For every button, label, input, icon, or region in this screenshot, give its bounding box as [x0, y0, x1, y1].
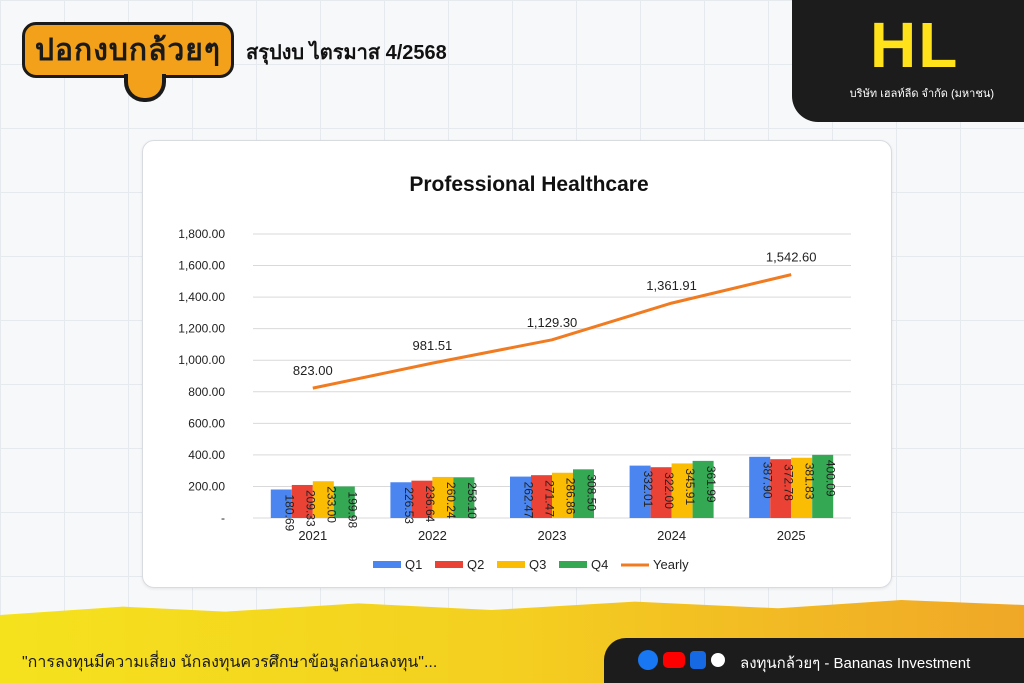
bar-value-label: 332.01	[641, 471, 655, 508]
company-name: บริษัท เฮลท์ลีด จำกัด (มหาชน)	[849, 88, 994, 100]
social-icons	[638, 650, 725, 670]
bar-q3-2023	[552, 472, 573, 518]
legend-swatch-q1	[373, 561, 401, 568]
bar-q4-2021	[333, 486, 355, 518]
yearly-value-label: 1,129.30	[527, 315, 578, 330]
bar-value-label: 271.47	[543, 480, 557, 517]
y-tick-label: 600.00	[188, 416, 225, 430]
legend-swatch-q2	[435, 561, 463, 568]
bar-value-label: 372.78	[782, 464, 796, 501]
x-tick-label: 2023	[538, 528, 567, 543]
bar-value-label: 199.98	[345, 491, 359, 528]
bar-value-label: 361.99	[704, 466, 718, 503]
bar-value-label: 262.47	[522, 482, 536, 519]
legend-label-q3: Q3	[529, 557, 546, 572]
x-tick-label: 2025	[777, 528, 806, 543]
bar-q2-2025	[770, 459, 792, 518]
yearly-line	[312, 273, 792, 390]
company-logo-mark: HL	[870, 9, 960, 81]
page-title: สรุปงบ ไตรมาส 4/2568	[246, 42, 447, 64]
legend-swatch-q3	[497, 561, 525, 568]
bar-q1-2024	[629, 465, 651, 518]
legend-label-q2: Q2	[467, 557, 484, 572]
footer-brand-text: ลงทุนกล้วยๆ - Bananas Investment	[740, 655, 971, 672]
chart: Professional Healthcare - 200.00 400.00 600…	[178, 173, 851, 572]
y-tick-label: 800.00	[188, 385, 225, 399]
bar-q3-2025	[791, 457, 813, 518]
bar-q2-2024	[650, 467, 672, 518]
bar-value-label: 322.00	[662, 472, 676, 509]
bar-value-label: 286.86	[564, 478, 578, 515]
bar-q1-2025	[749, 456, 771, 518]
legend-label-yearly: Yearly	[653, 557, 689, 572]
risk-disclaimer: "การลงทุนมีความเสี่ยง นักลงทุนควรศึกษาข้…	[22, 654, 438, 671]
bar-q2-2021	[291, 484, 313, 518]
bar-q2-2023	[531, 475, 552, 518]
yearly-value-label: 1,542.60	[766, 250, 817, 265]
y-tick-label: 400.00	[188, 448, 225, 462]
bar-value-label: 258.10	[465, 482, 479, 519]
yearly-value-label: 823.00	[293, 363, 333, 378]
y-tick-label: 1,600.00	[178, 259, 225, 273]
y-tick-label: 200.00	[188, 479, 225, 493]
bar-value-label: 400.09	[824, 460, 838, 497]
legend-swatch-q4	[559, 561, 587, 568]
bar-q2-2022	[411, 480, 433, 518]
y-tick-label: 1,800.00	[178, 227, 225, 241]
bar-q4-2024	[692, 460, 714, 518]
bar-value-label: 387.90	[761, 462, 775, 499]
youtube-icon[interactable]	[663, 652, 685, 668]
legend: Q1 Q2 Q3 Q4 Yearly	[373, 557, 689, 572]
bar-q4-2025	[812, 454, 834, 518]
bar-q4-2022	[453, 477, 475, 518]
bar-q1-2021	[270, 489, 292, 518]
bar-value-label: 226.53	[402, 487, 416, 524]
bar-value-label: 236.64	[423, 486, 437, 523]
bars	[270, 454, 834, 518]
tiktok-icon[interactable]	[711, 653, 725, 667]
facebook-icon[interactable]	[638, 650, 658, 670]
bar-value-label: 180.69	[282, 494, 296, 531]
bar-value-label: 308.50	[585, 474, 599, 511]
x-axis-ticks: 2021 2022 2023 2024 2025	[298, 528, 805, 543]
yearly-value-label: 981.51	[413, 338, 453, 353]
bar-value-label: 260.24	[444, 482, 458, 519]
y-tick-label: 1,000.00	[178, 353, 225, 367]
bar-value-label: 233.00	[324, 486, 338, 523]
bar-q3-2021	[312, 481, 334, 518]
y-tick-label: -	[221, 511, 225, 525]
x-tick-label: 2022	[418, 528, 447, 543]
chart-card: Professional Healthcare - 200.00 400.00 600…	[142, 140, 892, 588]
bar-q1-2023	[510, 476, 531, 518]
legend-label-q4: Q4	[591, 557, 608, 572]
brand-logo: ปอกงบกล้วยๆ	[22, 22, 234, 78]
legend-label-q1: Q1	[405, 557, 422, 572]
y-tick-label: 1,400.00	[178, 290, 225, 304]
bar-value-label: 345.91	[683, 468, 697, 505]
bar-q3-2024	[671, 463, 693, 518]
blockdit-icon[interactable]	[690, 651, 706, 669]
bar-value-label: 381.83	[803, 463, 817, 500]
chart-title: Professional Healthcare	[409, 173, 648, 196]
y-axis-ticks: - 200.00 400.00 600.00 800.00 1,000.00 1,200.0…	[178, 227, 225, 525]
x-tick-label: 2024	[657, 528, 686, 543]
bar-q1-2022	[390, 482, 412, 518]
bar-q3-2022	[432, 476, 454, 518]
x-tick-label: 2021	[298, 528, 327, 543]
bar-labels: 180.69 209.33 233.00 199.98 226.53 236.64 260.…	[282, 460, 837, 532]
y-tick-label: 1,200.00	[178, 322, 225, 336]
bar-value-label: 209.33	[303, 490, 317, 527]
company-corner-badge: HL บริษัท เฮลท์ลีด จำกัด (มหาชน)	[792, 0, 1024, 122]
logo-text: ปอกงบกล้วยๆ	[34, 32, 221, 68]
bar-q4-2023	[573, 469, 594, 518]
yearly-line-group: 823.00 981.51 1,129.30 1,361.91 1,542.60	[293, 250, 817, 390]
yearly-value-label: 1,361.91	[646, 278, 697, 293]
